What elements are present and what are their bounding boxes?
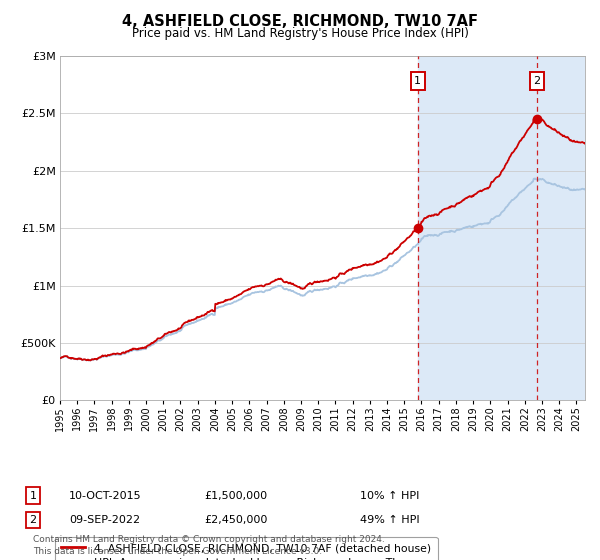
Text: 10% ↑ HPI: 10% ↑ HPI <box>360 491 419 501</box>
Legend: 4, ASHFIELD CLOSE, RICHMOND, TW10 7AF (detached house), HPI: Average price, deta: 4, ASHFIELD CLOSE, RICHMOND, TW10 7AF (d… <box>55 536 437 560</box>
Bar <box>418 56 585 400</box>
Text: 4, ASHFIELD CLOSE, RICHMOND, TW10 7AF: 4, ASHFIELD CLOSE, RICHMOND, TW10 7AF <box>122 14 478 29</box>
Text: 49% ↑ HPI: 49% ↑ HPI <box>360 515 419 525</box>
Text: Contains HM Land Registry data © Crown copyright and database right 2024.
This d: Contains HM Land Registry data © Crown c… <box>33 535 385 556</box>
Text: Price paid vs. HM Land Registry's House Price Index (HPI): Price paid vs. HM Land Registry's House … <box>131 27 469 40</box>
Text: 1: 1 <box>414 76 421 86</box>
Text: £1,500,000: £1,500,000 <box>204 491 267 501</box>
Text: £2,450,000: £2,450,000 <box>204 515 268 525</box>
Text: 2: 2 <box>533 76 540 86</box>
Text: 1: 1 <box>29 491 37 501</box>
Text: 2: 2 <box>29 515 37 525</box>
Text: 10-OCT-2015: 10-OCT-2015 <box>69 491 142 501</box>
Text: 09-SEP-2022: 09-SEP-2022 <box>69 515 140 525</box>
